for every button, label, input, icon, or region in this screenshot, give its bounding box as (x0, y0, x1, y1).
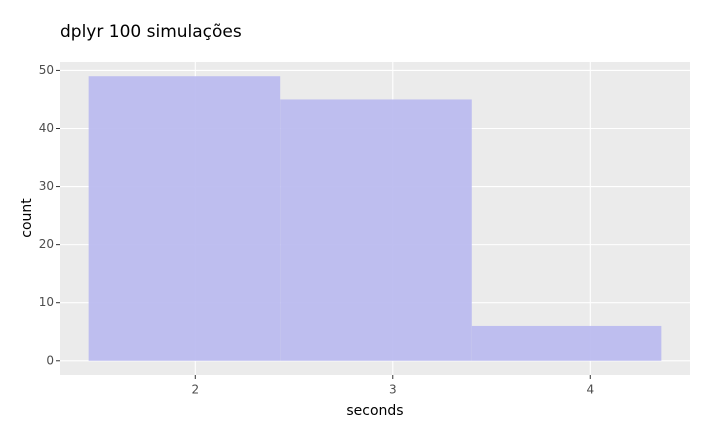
bar (471, 325, 662, 361)
bar (88, 76, 281, 361)
x-tick-label: 3 (389, 383, 397, 397)
y-tick-label: 10 (39, 295, 54, 309)
chart-title: dplyr 100 simulações (60, 22, 242, 42)
y-tick-label: 20 (39, 237, 54, 251)
y-tick-label: 50 (39, 63, 54, 77)
x-tick-label: 2 (191, 383, 199, 397)
y-tick-label: 40 (39, 121, 54, 135)
axes: 0 10 20 30 40 50 2 3 4 (39, 63, 594, 397)
y-tick-label: 30 (39, 179, 54, 193)
bar (280, 99, 472, 361)
y-axis-label: count (19, 198, 35, 238)
y-tick-label: 0 (46, 353, 54, 367)
bars (88, 76, 662, 361)
x-tick-label: 4 (586, 383, 594, 397)
x-axis-label: seconds (346, 403, 403, 419)
